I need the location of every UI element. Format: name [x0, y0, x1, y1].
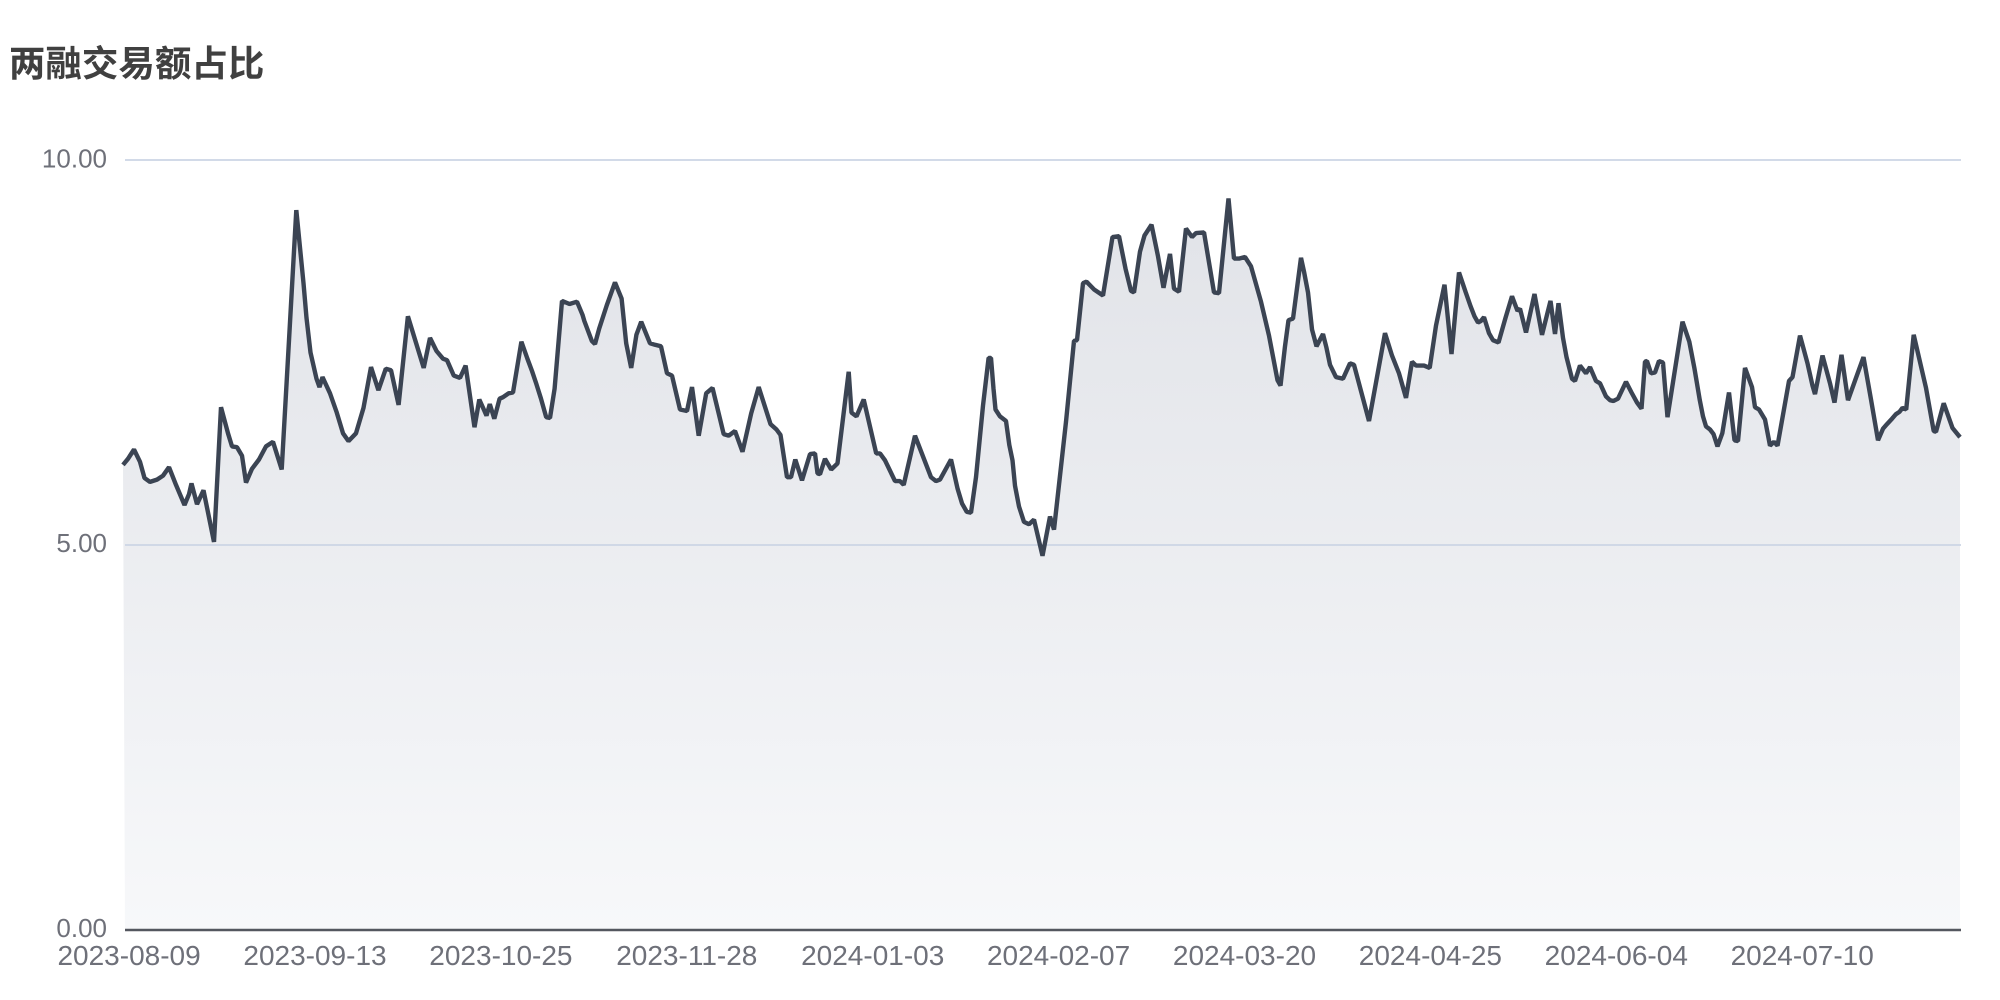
svg-text:2023-10-25: 2023-10-25: [429, 940, 572, 971]
svg-text:2023-09-13: 2023-09-13: [243, 940, 386, 971]
svg-text:5.00: 5.00: [56, 528, 107, 558]
svg-text:2024-03-20: 2024-03-20: [1173, 940, 1316, 971]
svg-text:2024-07-10: 2024-07-10: [1731, 940, 1874, 971]
svg-text:2024-01-03: 2024-01-03: [801, 940, 944, 971]
svg-text:2023-08-09: 2023-08-09: [57, 940, 200, 971]
svg-text:2024-04-25: 2024-04-25: [1359, 940, 1502, 971]
svg-text:10.00: 10.00: [42, 143, 107, 173]
svg-text:2024-06-04: 2024-06-04: [1545, 940, 1688, 971]
svg-text:0.00: 0.00: [56, 913, 107, 943]
svg-text:2024-02-07: 2024-02-07: [987, 940, 1130, 971]
svg-text:2023-11-28: 2023-11-28: [616, 940, 757, 971]
